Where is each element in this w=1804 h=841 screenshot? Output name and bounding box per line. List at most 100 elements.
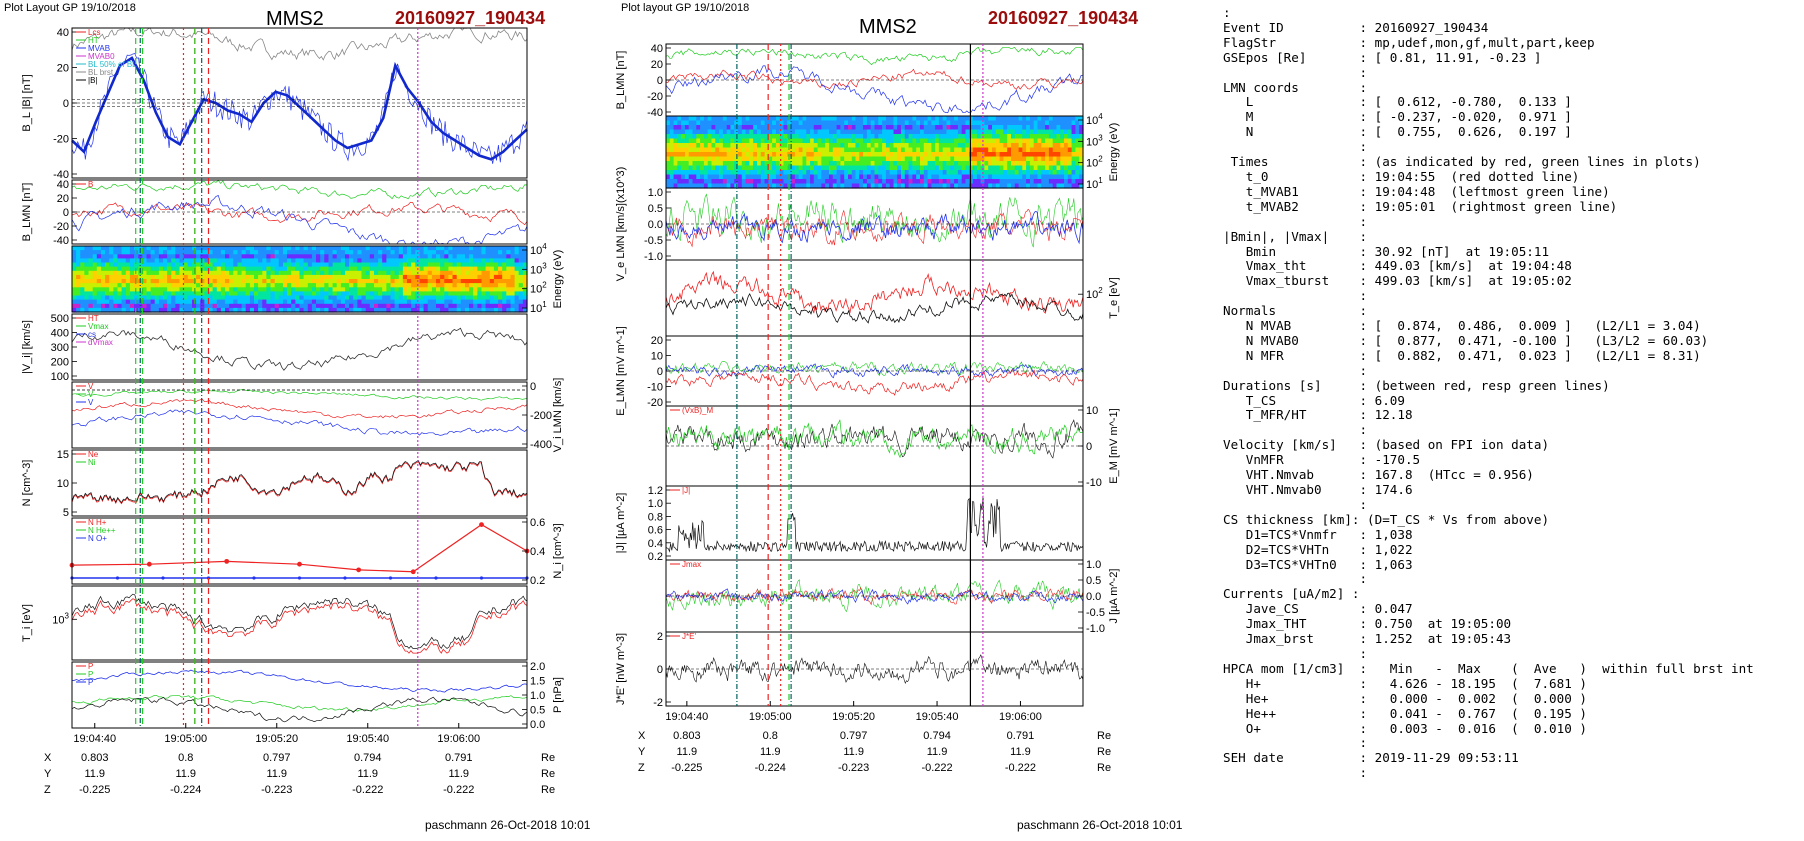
ion-spec-cell xyxy=(440,250,445,255)
electron-spec-cell xyxy=(836,161,841,167)
ion-spec-cell xyxy=(444,283,449,288)
electron-spec-cell xyxy=(1056,170,1061,176)
ion-spec-cell xyxy=(72,291,77,297)
ion-spec-cell xyxy=(498,303,503,309)
ion-spec-cell xyxy=(225,250,230,255)
panel-jlmn: 1.00.50.0-0.5-1.0J [µA m^-2]Jmax xyxy=(665,559,1120,635)
ion-spec-cell xyxy=(163,279,168,284)
electron-spec-cell xyxy=(813,125,819,131)
electron-spec-cell xyxy=(692,179,697,185)
ion-spec-cell xyxy=(307,250,313,255)
electron-spec-cell xyxy=(692,116,697,122)
electron-spec-cell xyxy=(874,116,879,122)
ion-spec-cell xyxy=(448,295,454,301)
y-tick-exp: 2 xyxy=(542,281,547,290)
ion-spec-cell xyxy=(138,262,143,268)
ion-spec-cell xyxy=(477,270,483,276)
electron-spec-cell xyxy=(1060,183,1065,189)
electron-spec-cell xyxy=(1018,143,1023,149)
ion-spec-cell xyxy=(324,303,329,309)
electron-spec-cell xyxy=(703,134,709,140)
ion-spec-cell xyxy=(423,295,429,301)
electron-spec-cell xyxy=(992,183,997,189)
series-bm xyxy=(665,46,1084,66)
electron-spec-cell xyxy=(931,174,936,180)
ephem-axis-Z: Z xyxy=(638,762,645,774)
ion-spec-cell xyxy=(187,279,193,284)
ion-spec-cell xyxy=(361,291,367,297)
electron-spec-cell xyxy=(1075,134,1080,140)
ion-spec-cell xyxy=(320,291,325,297)
ion-spec-cell xyxy=(407,279,412,284)
ion-spec-cell xyxy=(113,274,119,280)
ion-spec-cell xyxy=(299,254,305,259)
ion-spec-cell xyxy=(258,295,263,301)
ion-spec-cell xyxy=(142,287,147,292)
electron-spec-cell xyxy=(938,170,944,176)
electron-spec-cell xyxy=(1018,174,1023,180)
ion-spec-cell xyxy=(84,307,90,313)
electron-spec-cell xyxy=(669,156,675,162)
ion-spec-cell xyxy=(121,254,127,259)
electron-spec-cell xyxy=(1018,183,1023,189)
electron-spec-cell xyxy=(669,129,675,135)
electron-spec-cell xyxy=(973,152,978,158)
ion-spec-cell xyxy=(117,258,123,264)
ion-spec-cell xyxy=(427,287,433,292)
electron-spec-cell xyxy=(992,165,997,171)
ion-spec-cell xyxy=(493,274,499,280)
ion-spec-cell xyxy=(283,254,288,259)
ion-spec-cell xyxy=(295,279,301,284)
electron-spec-cell xyxy=(726,120,732,126)
electron-spec-cell xyxy=(703,179,709,185)
electron-spec-cell xyxy=(791,170,796,176)
series-je xyxy=(665,654,1084,685)
ion-spec-cell xyxy=(328,246,334,251)
electron-spec-cell xyxy=(703,120,709,126)
y-axis-label: T_e [eV] xyxy=(1108,277,1120,319)
electron-spec-cell xyxy=(923,183,929,189)
electron-spec-cell xyxy=(772,170,777,176)
ion-spec-cell xyxy=(200,254,205,259)
electron-spec-cell xyxy=(817,147,822,153)
info-line: N MFR : [ 0.882, 0.471, 0.023 ] (L2/L1 =… xyxy=(1223,347,1701,363)
electron-spec-cell xyxy=(874,129,879,135)
electron-spec-cell xyxy=(1014,183,1020,189)
electron-spec-cell xyxy=(866,161,872,167)
electron-spec-cell xyxy=(946,156,951,162)
ion-spec-cell xyxy=(245,279,251,284)
electron-spec-cell xyxy=(741,134,747,140)
ion-spec-cell xyxy=(225,270,230,276)
ion-spec-cell xyxy=(452,270,458,276)
ephem-value: 11.9 xyxy=(927,746,948,758)
electron-spec-cell xyxy=(779,138,785,144)
ion-spec-cell xyxy=(212,283,218,288)
electron-spec-cell xyxy=(783,116,788,122)
electron-spec-cell xyxy=(688,129,694,135)
electron-spec-cell xyxy=(738,138,743,144)
electron-spec-cell xyxy=(916,120,921,126)
electron-spec-cell xyxy=(813,170,819,176)
electron-spec-cell xyxy=(1052,116,1058,122)
electron-spec-cell xyxy=(745,116,750,122)
y-tick-label: 0.5 xyxy=(648,203,663,215)
ion-spec-cell xyxy=(522,274,528,280)
ion-spec-cell xyxy=(473,291,478,297)
ion-spec-cell xyxy=(328,262,334,268)
electron-spec-cell xyxy=(927,152,932,158)
ion-spec-cell xyxy=(92,258,98,264)
panel-ni: 0.60.40.2N_i [cm^-3]N H+N He++N O+ xyxy=(69,517,564,587)
ion-spec-cell xyxy=(187,262,193,268)
ion-spec-cell xyxy=(270,250,276,255)
ion-spec-cell xyxy=(274,307,280,313)
electron-spec-cell xyxy=(760,129,766,135)
ion-spec-cell xyxy=(229,262,234,268)
electron-spec-cell xyxy=(681,174,686,180)
ion-spec-cell xyxy=(303,295,309,301)
ion-spec-cell xyxy=(216,295,222,301)
ion-spec-cell xyxy=(361,295,367,301)
y-tick-label: 40 xyxy=(57,27,69,39)
ion-spec-cell xyxy=(208,279,214,284)
electron-spec-cell xyxy=(859,147,864,153)
electron-spec-cell xyxy=(783,120,788,126)
